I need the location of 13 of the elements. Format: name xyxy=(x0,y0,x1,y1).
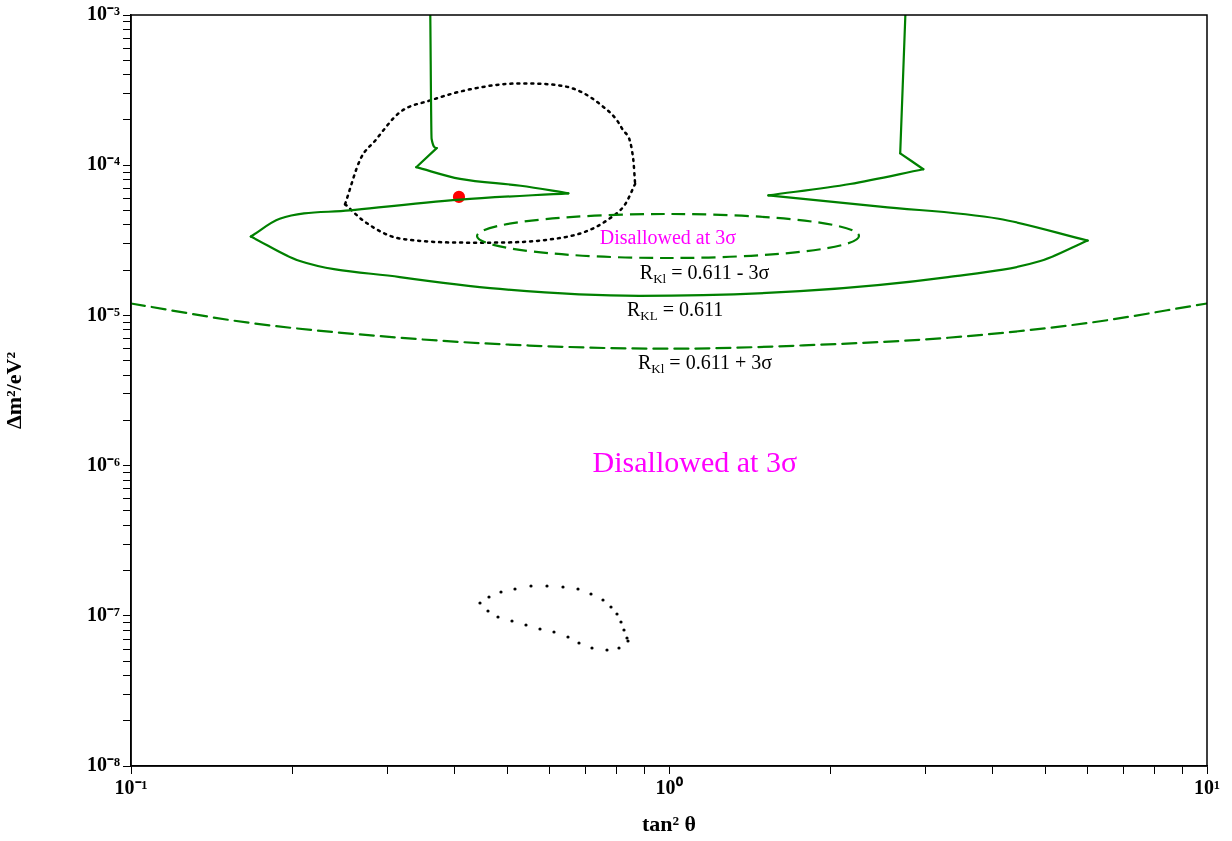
x-tick-label: 10⁻¹ xyxy=(114,776,148,799)
y-tick-label: 10⁻³ xyxy=(87,2,120,25)
y-tick-label: 10⁻⁶ xyxy=(87,452,120,475)
y-axis-title: Δm²/eV² xyxy=(0,351,26,430)
y-tick-label: 10⁻⁸ xyxy=(87,753,120,776)
x-tick-label: 10⁰ xyxy=(655,776,683,799)
x-axis-title: tan² θ xyxy=(641,811,697,837)
y-tick-label: 10⁻⁵ xyxy=(87,302,120,325)
x-tick-label: 10¹ xyxy=(1194,776,1220,799)
annotation: Disallowed at 3σ xyxy=(592,444,798,478)
y-tick-label: 10⁻⁴ xyxy=(87,152,120,175)
annotation: Disallowed at 3σ xyxy=(599,226,737,249)
y-tick-label: 10⁻⁷ xyxy=(87,602,120,625)
